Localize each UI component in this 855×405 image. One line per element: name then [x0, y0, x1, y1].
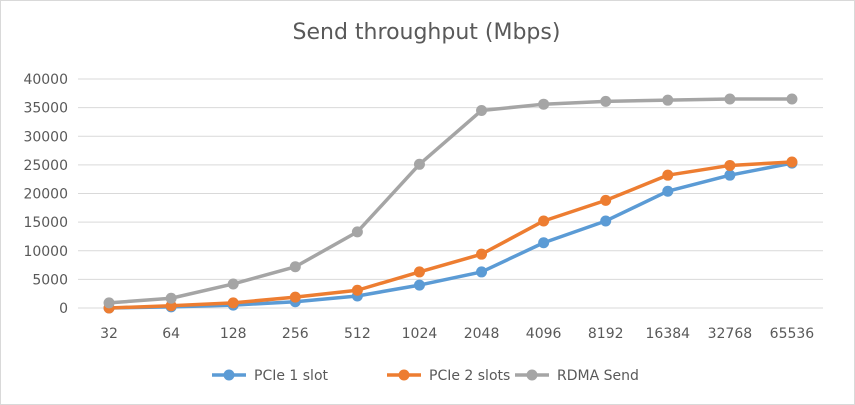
- legend-swatch-marker: [526, 369, 538, 381]
- series-line: [108, 97, 792, 305]
- data-point: [413, 279, 425, 291]
- legend-swatch-marker: [398, 369, 410, 381]
- y-tick-label: 15000: [23, 215, 68, 231]
- data-point: [538, 98, 550, 110]
- legend: PCIe 1 slot PCIe 2 slots RDMA Send: [212, 368, 639, 384]
- data-point: [662, 185, 674, 197]
- data-point: [538, 215, 550, 227]
- data-point: [165, 292, 177, 304]
- data-point: [413, 158, 425, 170]
- x-tick-label: 65536: [770, 326, 815, 342]
- data-point: [289, 261, 301, 273]
- x-tick-label: 32: [100, 326, 118, 342]
- y-tick-label: 5000: [32, 272, 68, 288]
- x-tick-label: 1024: [402, 326, 438, 342]
- x-tick-label: 32768: [708, 326, 753, 342]
- y-tick-label: 30000: [23, 129, 68, 145]
- series-2: [103, 93, 798, 309]
- data-point: [476, 248, 488, 260]
- data-point: [724, 169, 736, 181]
- data-point: [351, 226, 363, 238]
- y-axis: 0 5000 10000 15000 20000 25000 30000 35000 40000: [23, 72, 68, 317]
- y-tick-label: 20000: [23, 187, 68, 203]
- data-point: [538, 237, 550, 249]
- data-point: [351, 284, 363, 296]
- x-tick-label: 64: [162, 326, 180, 342]
- legend-item: PCIe 2 slots: [387, 368, 510, 384]
- legend-label: PCIe 2 slots: [429, 368, 510, 384]
- data-point: [413, 266, 425, 278]
- x-tick-label: 128: [220, 326, 247, 342]
- data-point: [476, 104, 488, 116]
- x-tick-label: 4096: [526, 326, 562, 342]
- data-point: [227, 297, 239, 309]
- data-point: [600, 194, 612, 206]
- data-point: [724, 93, 736, 105]
- series-line: [108, 160, 793, 310]
- gridlines: [78, 78, 823, 309]
- data-point: [662, 94, 674, 106]
- data-point: [600, 95, 612, 107]
- data-point: [662, 169, 674, 181]
- data-point: [724, 159, 736, 171]
- y-tick-label: 0: [59, 301, 68, 317]
- series-lines: [103, 93, 798, 314]
- data-point: [289, 291, 301, 303]
- y-tick-label: 35000: [23, 101, 68, 117]
- data-point: [786, 93, 798, 105]
- data-point: [103, 297, 115, 309]
- x-tick-label: 16384: [646, 326, 691, 342]
- y-tick-label: 25000: [23, 158, 68, 174]
- series-line: [109, 161, 793, 310]
- legend-label: RDMA Send: [557, 368, 639, 384]
- data-point: [476, 266, 488, 278]
- chart-title: Send throughput (Mbps): [292, 20, 561, 45]
- legend-item: RDMA Send: [515, 368, 639, 384]
- y-tick-label: 10000: [23, 244, 68, 260]
- x-tick-label: 2048: [464, 326, 500, 342]
- legend-label: PCIe 1 slot: [254, 368, 329, 384]
- data-point: [600, 215, 612, 227]
- x-tick-label: 256: [282, 326, 309, 342]
- legend-swatch-marker: [223, 369, 235, 381]
- legend-item: PCIe 1 slot: [212, 368, 329, 384]
- x-tick-label: 8192: [588, 326, 624, 342]
- x-axis: 32 64 128 256 512 1024 2048 4096 8192 16384 32768 6…: [100, 326, 814, 342]
- x-tick-label: 512: [344, 326, 371, 342]
- y-tick-label: 40000: [23, 72, 68, 88]
- data-point: [227, 278, 239, 290]
- data-point: [786, 156, 798, 168]
